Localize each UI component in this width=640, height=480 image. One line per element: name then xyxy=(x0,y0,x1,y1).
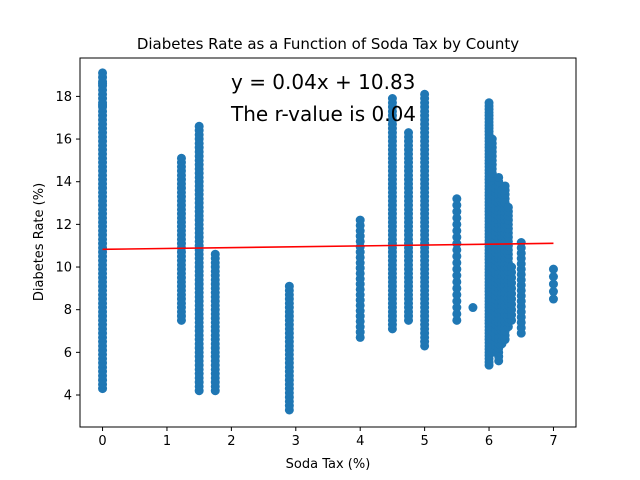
x-tick-label: 4 xyxy=(356,434,364,449)
plot-frame xyxy=(79,57,577,428)
data-point xyxy=(452,277,462,287)
data-point xyxy=(548,294,558,304)
y-tick-label: 4 xyxy=(64,389,72,404)
x-tick-label: 3 xyxy=(292,434,300,449)
x-tick-label: 6 xyxy=(485,434,493,449)
data-point xyxy=(452,303,462,313)
data-point xyxy=(452,264,462,274)
y-tick-label: 16 xyxy=(55,133,72,148)
y-tick-label: 8 xyxy=(64,303,72,318)
data-point xyxy=(503,202,513,212)
r-value-annotation: The r-value is 0.04 xyxy=(230,102,416,126)
data-point xyxy=(484,98,494,108)
data-point xyxy=(452,200,462,210)
y-tick-label: 6 xyxy=(64,346,72,361)
data-point xyxy=(452,226,462,236)
data-point xyxy=(452,232,462,242)
data-point xyxy=(452,290,462,300)
data-point xyxy=(98,68,108,78)
data-point xyxy=(507,262,517,272)
x-tick-label: 1 xyxy=(163,434,171,449)
data-point xyxy=(452,271,462,281)
data-point xyxy=(452,219,462,229)
points-layer xyxy=(98,68,558,415)
data-point xyxy=(516,238,526,247)
x-axis-label: Soda Tax (%) xyxy=(286,457,371,472)
data-point xyxy=(452,194,462,204)
data-point xyxy=(284,281,294,291)
y-tick-label: 10 xyxy=(55,261,72,276)
data-point xyxy=(210,249,220,259)
y-tick-label: 14 xyxy=(55,175,72,190)
data-point xyxy=(355,215,365,225)
y-tick-label: 18 xyxy=(55,90,72,105)
data-point xyxy=(452,245,462,255)
y-tick-label: 12 xyxy=(55,218,72,233)
data-point xyxy=(98,79,108,89)
data-point xyxy=(500,181,510,191)
data-point xyxy=(452,251,462,261)
data-point xyxy=(98,100,108,110)
x-axis-ticks: 0 1 2 3 4 5 6 7 xyxy=(98,427,558,449)
data-point xyxy=(494,172,504,182)
equation-annotation: y = 0.04x + 10.83 xyxy=(231,70,415,94)
x-tick-label: 7 xyxy=(549,434,557,449)
data-point xyxy=(548,272,558,282)
data-point xyxy=(452,239,462,249)
regression-line xyxy=(102,242,554,251)
data-point xyxy=(387,94,397,104)
data-point xyxy=(548,287,558,297)
data-point xyxy=(452,213,462,223)
data-point xyxy=(420,89,430,99)
data-point xyxy=(452,296,462,306)
x-tick-label: 5 xyxy=(420,434,428,449)
data-point xyxy=(194,121,204,131)
y-axis-ticks: 4 6 8 10 12 14 16 18 xyxy=(55,90,80,404)
data-point xyxy=(452,258,462,268)
x-tick-label: 2 xyxy=(227,434,235,449)
data-point xyxy=(452,309,462,319)
x-tick-label: 0 xyxy=(98,434,106,449)
data-point xyxy=(548,264,558,274)
data-point xyxy=(548,279,558,289)
data-point xyxy=(452,315,462,325)
data-point xyxy=(452,283,462,293)
data-point xyxy=(404,128,414,138)
data-point xyxy=(468,303,478,313)
data-point xyxy=(452,207,462,217)
chart-title: Diabetes Rate as a Function of Soda Tax … xyxy=(137,35,519,53)
y-axis-label: Diabetes Rate (%) xyxy=(32,183,47,301)
data-point xyxy=(176,153,186,163)
data-point xyxy=(487,134,497,144)
regression-layer xyxy=(102,242,554,251)
